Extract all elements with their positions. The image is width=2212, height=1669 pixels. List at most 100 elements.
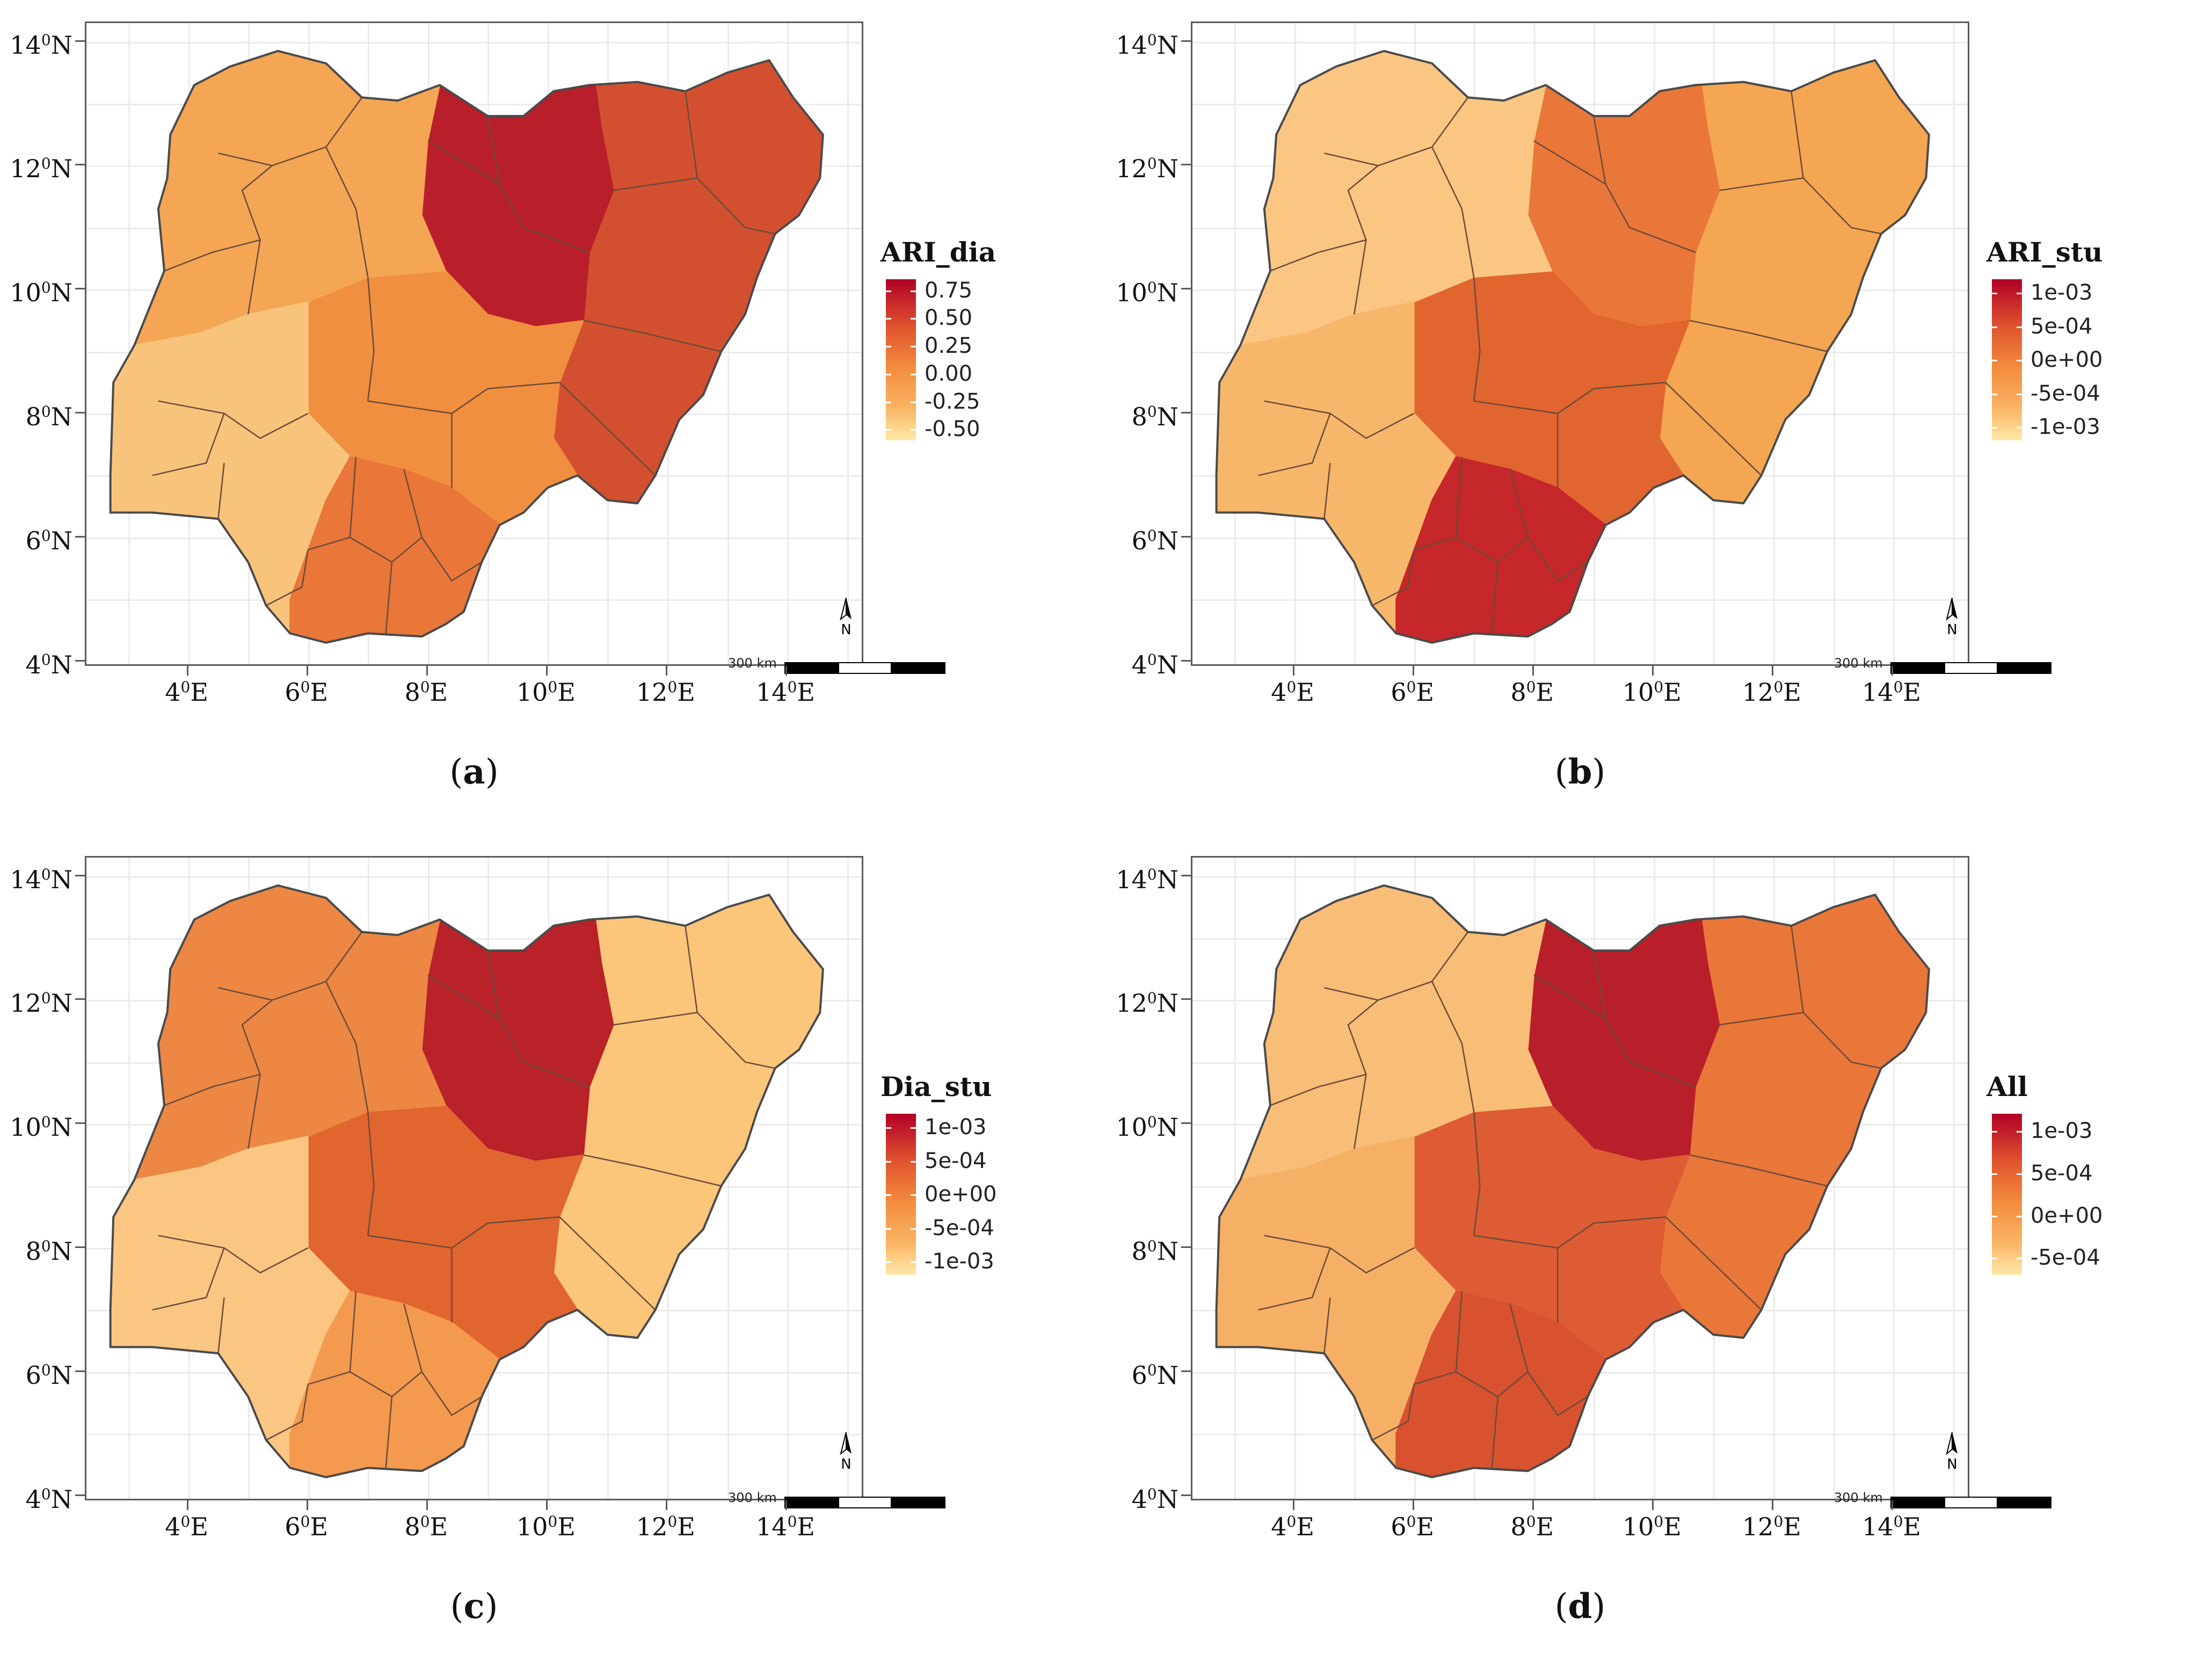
- legend-label: 0e+00: [2031, 347, 2103, 372]
- north-arrow-icon: N: [840, 1432, 852, 1472]
- y-axis-tick-label: 60N: [1131, 1360, 1178, 1390]
- state-boundary: [1791, 91, 1881, 235]
- y-axis-tick-label: 80N: [1131, 402, 1178, 431]
- state-boundary: [1719, 1012, 1803, 1026]
- x-axis-tick-label: 80E: [1510, 1512, 1554, 1541]
- x-axis-tick: [785, 1500, 787, 1510]
- y-axis-tick-label: 60N: [1131, 526, 1178, 555]
- scale-label: 300 km: [728, 656, 777, 671]
- legend-tick: [2017, 1215, 2022, 1217]
- gridline-lat: [1192, 938, 1968, 940]
- legend-tick: [1992, 326, 1997, 328]
- x-axis-tick-label: 80E: [1510, 678, 1554, 707]
- state-boundary: [385, 562, 393, 634]
- legend-tick: [886, 429, 891, 431]
- y-axis-tick: [75, 874, 85, 876]
- y-axis-tick: [75, 1370, 85, 1372]
- gridline-lon: [1234, 23, 1236, 664]
- y-axis-tick: [1181, 874, 1191, 876]
- state-boundary: [308, 1371, 482, 1416]
- state-boundary: [217, 1297, 225, 1354]
- x-axis-tick-label: 120E: [1742, 1512, 1801, 1541]
- gridline-lat: [86, 876, 862, 878]
- state-boundary: [367, 277, 375, 401]
- state-boundary: [1264, 400, 1330, 415]
- map-frame: N 300 km: [1191, 856, 2051, 1508]
- legend-tick: [886, 373, 891, 375]
- north-arrow-icon: N: [1946, 1432, 1958, 1472]
- north-arrow-icon: N: [1946, 598, 1958, 638]
- state-boundary: [451, 1216, 560, 1323]
- x-axis-tick: [306, 666, 308, 676]
- gridline-lon: [1893, 858, 1895, 1499]
- country-outline: [1215, 49, 1930, 644]
- gridline-lat: [1192, 104, 1968, 105]
- state-boundary: [1414, 536, 1588, 582]
- gridline-lon: [1893, 23, 1895, 664]
- state-boundary: [1689, 320, 1828, 352]
- legend-tick: [2017, 360, 2022, 361]
- x-axis-tick-label: 40E: [1271, 1512, 1314, 1541]
- y-axis-tick: [75, 164, 85, 166]
- state-boundary: [1323, 1297, 1331, 1354]
- y-axis-tick-label: 100N: [1116, 278, 1178, 308]
- legend-tick: [886, 290, 891, 292]
- y-axis-tick: [1181, 659, 1191, 662]
- gridline-lon: [727, 23, 729, 664]
- y-axis-tick-label: 140N: [1116, 865, 1178, 894]
- state-boundary: [164, 1073, 260, 1106]
- legend-label: -5e-04: [925, 1215, 994, 1240]
- scale-segment: [1890, 662, 1944, 674]
- legend-tick: [886, 1194, 891, 1196]
- legend-colorbar: [1992, 1114, 2022, 1275]
- legend-label: 0.75: [925, 278, 973, 303]
- scale-label: 300 km: [728, 1490, 777, 1505]
- scale-segment: [1890, 1497, 1944, 1508]
- y-axis-tick-label: 120N: [1116, 989, 1178, 1018]
- scale-segment: [1998, 662, 2051, 674]
- state-boundary: [367, 1111, 375, 1236]
- state-boundary: [1323, 463, 1331, 519]
- x-axis-tick: [545, 666, 548, 676]
- y-axis-tick: [1181, 535, 1191, 538]
- gridline-lat: [1192, 876, 1968, 878]
- x-axis-tick-label: 60E: [1391, 1512, 1435, 1541]
- y-axis-tick-label: 140N: [10, 30, 72, 60]
- legend-label: -1e-03: [2031, 415, 2100, 439]
- state-boundary: [1474, 400, 1558, 415]
- state-boundary: [368, 1235, 452, 1249]
- legend-tick: [911, 401, 916, 403]
- y-axis-tick-label: 140N: [10, 865, 72, 894]
- x-axis-tick: [1532, 1500, 1534, 1510]
- scale-segment: [1944, 662, 1998, 674]
- legend-label: -5e-04: [2031, 1245, 2100, 1271]
- y-axis-tick: [1181, 1370, 1191, 1372]
- legend-tick: [911, 1194, 916, 1196]
- legend-tick: [2017, 427, 2022, 429]
- legend-tick: [911, 1261, 916, 1263]
- scale-label: 300 km: [1834, 656, 1883, 671]
- legend-label: 5e-04: [2031, 314, 2093, 339]
- state-boundary: [1431, 981, 1475, 1112]
- map-panel-a: N 300 km 40E 60E 80E 100E 120E 140E 140N 120N 100N…: [0, 0, 1106, 834]
- x-axis-tick-label: 140E: [1862, 1512, 1921, 1541]
- map-panel-d: N 300 km 40E 60E 80E 100E 120E 140E 140N 120N 100N…: [1106, 834, 2212, 1669]
- y-axis-tick: [1181, 40, 1191, 42]
- gridline-lat: [86, 41, 862, 43]
- state-boundary: [325, 147, 369, 278]
- scale-segment: [784, 1497, 838, 1508]
- x-axis-tick: [1771, 666, 1773, 676]
- y-axis-tick: [1181, 1494, 1191, 1496]
- legend-tick: [2017, 1258, 2022, 1260]
- state-boundary: [685, 925, 775, 1069]
- legend-title: ARI_stu: [1987, 236, 2103, 268]
- nigeria-map: [109, 884, 824, 1478]
- state-boundary: [308, 536, 482, 582]
- legend-tick: [886, 1228, 891, 1230]
- x-axis-tick: [545, 1500, 548, 1510]
- x-axis-tick: [1651, 666, 1654, 676]
- state-boundary: [1593, 950, 1696, 1088]
- legend-label: 1e-03: [925, 1115, 987, 1140]
- legend-tick: [2017, 1130, 2022, 1133]
- state-boundary: [349, 456, 357, 538]
